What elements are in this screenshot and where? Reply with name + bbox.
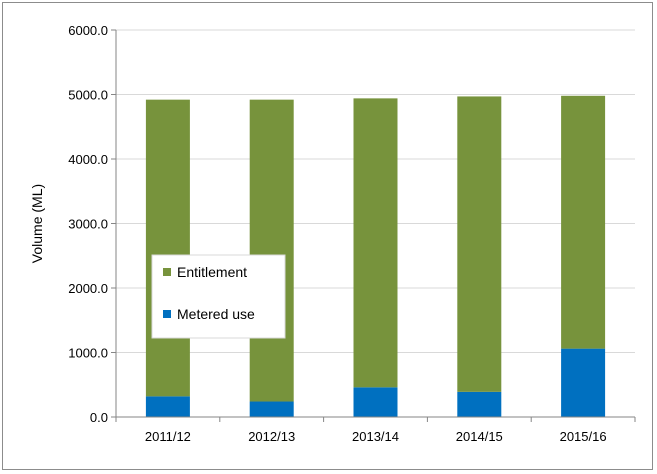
y-tick-label: 5000.0 bbox=[68, 88, 108, 103]
bar-metered-use-2011-12 bbox=[145, 396, 190, 417]
y-axis-ticks: 0.0 1000.0 2000.0 3000.0 4000.0 5000.0 6000.0 bbox=[68, 23, 116, 425]
y-tick-label: 2000.0 bbox=[68, 281, 108, 296]
x-tick-label: 2014/15 bbox=[456, 429, 503, 444]
bar-entitlement-2012-13 bbox=[249, 99, 294, 402]
bar-metered-use-2015-16 bbox=[561, 348, 606, 417]
chart-frame bbox=[2, 2, 653, 470]
y-tick-label: 6000.0 bbox=[68, 23, 108, 38]
legend-swatch-metered-use bbox=[163, 310, 171, 318]
x-tick-label: 2012/13 bbox=[248, 429, 295, 444]
x-axis-ticks: 2011/12 2012/13 2013/14 2014/15 2015/16 bbox=[115, 417, 636, 444]
legend-label-metered-use: Metered use bbox=[177, 306, 255, 322]
legend-label-entitlement: Entitlement bbox=[177, 264, 247, 280]
y-axis-label: Volume (ML) bbox=[29, 184, 45, 263]
x-tick-label: 2013/14 bbox=[352, 429, 399, 444]
bar-metered-use-2012-13 bbox=[249, 401, 294, 417]
legend-swatch-entitlement bbox=[163, 268, 171, 276]
bar-entitlement-2013-14 bbox=[353, 98, 398, 388]
y-tick-label: 3000.0 bbox=[68, 217, 108, 232]
bars bbox=[145, 95, 606, 417]
legend: Entitlement Metered use bbox=[151, 254, 286, 339]
bar-entitlement-2014-15 bbox=[457, 96, 502, 392]
bar-metered-use-2014-15 bbox=[457, 391, 502, 417]
bar-entitlement-2015-16 bbox=[561, 95, 606, 349]
y-tick-label: 0.0 bbox=[90, 410, 108, 425]
legend-box bbox=[151, 254, 286, 339]
y-tick-label: 1000.0 bbox=[68, 346, 108, 361]
bar-entitlement-2011-12 bbox=[145, 99, 190, 397]
x-tick-label: 2015/16 bbox=[560, 429, 607, 444]
bar-metered-use-2013-14 bbox=[353, 387, 398, 417]
y-tick-label: 4000.0 bbox=[68, 152, 108, 167]
x-tick-label: 2011/12 bbox=[145, 429, 191, 444]
